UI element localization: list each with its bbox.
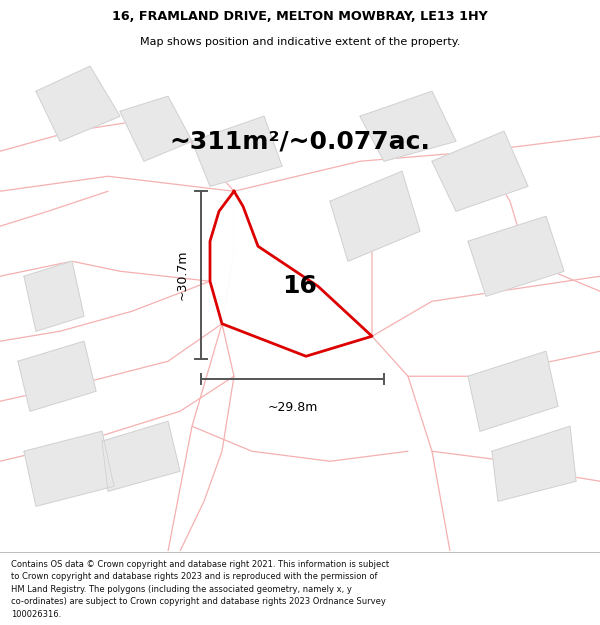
Polygon shape — [192, 116, 282, 186]
Text: Map shows position and indicative extent of the property.: Map shows position and indicative extent… — [140, 37, 460, 47]
Polygon shape — [468, 351, 558, 431]
Text: to Crown copyright and database rights 2023 and is reproduced with the permissio: to Crown copyright and database rights 2… — [11, 572, 377, 581]
Polygon shape — [330, 171, 420, 261]
Polygon shape — [36, 66, 120, 141]
Text: 16, FRAMLAND DRIVE, MELTON MOWBRAY, LE13 1HY: 16, FRAMLAND DRIVE, MELTON MOWBRAY, LE13… — [112, 10, 488, 23]
Polygon shape — [492, 426, 576, 501]
Text: ~311m²/~0.077ac.: ~311m²/~0.077ac. — [170, 129, 430, 153]
Text: ~29.8m: ~29.8m — [268, 401, 317, 414]
Polygon shape — [24, 431, 114, 506]
Polygon shape — [102, 421, 180, 491]
Polygon shape — [210, 191, 372, 356]
Polygon shape — [120, 96, 192, 161]
Text: HM Land Registry. The polygons (including the associated geometry, namely x, y: HM Land Registry. The polygons (includin… — [11, 585, 352, 594]
Text: ~30.7m: ~30.7m — [176, 250, 189, 300]
Polygon shape — [468, 216, 564, 296]
Polygon shape — [18, 341, 96, 411]
Polygon shape — [360, 91, 456, 161]
Text: 100026316.: 100026316. — [11, 609, 61, 619]
Polygon shape — [24, 261, 84, 331]
Text: 16: 16 — [283, 274, 317, 298]
Text: co-ordinates) are subject to Crown copyright and database rights 2023 Ordnance S: co-ordinates) are subject to Crown copyr… — [11, 598, 386, 606]
Text: Contains OS data © Crown copyright and database right 2021. This information is : Contains OS data © Crown copyright and d… — [11, 560, 389, 569]
Polygon shape — [432, 131, 528, 211]
